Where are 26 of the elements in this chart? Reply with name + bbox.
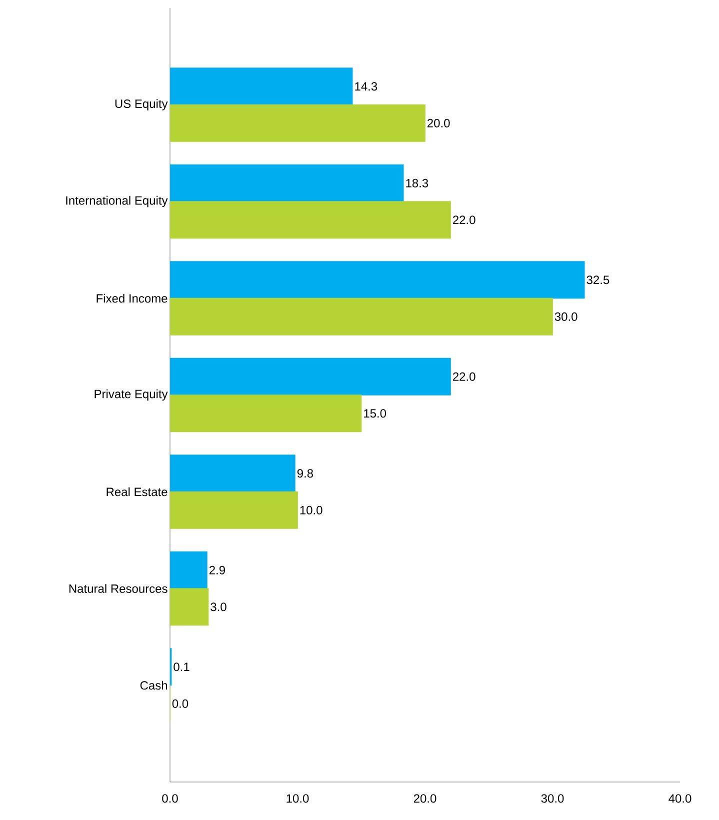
data-label: 0.1 [174,662,190,672]
y-tick-label: Natural Resources [69,584,168,593]
y-tick-label: International Equity [66,196,168,208]
y-tick-label: Fixed Income [96,294,168,303]
data-label: 22.0 [453,372,476,381]
data-label: 15.0 [364,409,386,418]
x-tick-label: 30.0 [541,794,564,803]
data-label: 0.0 [172,699,188,708]
y-tick-label: Cash [140,680,168,690]
data-label: 22.0 [453,216,476,224]
data-label: 3.0 [210,602,226,612]
y-tick-label: US Equity [115,99,168,110]
y-tick-label: Private Equity [94,389,168,401]
y-tick-label: Real Estate [106,487,168,496]
data-label: 2.9 [209,566,225,574]
x-tick-label: 20.0 [414,794,436,803]
data-label: 18.3 [406,178,428,188]
x-tick-label: 40.0 [668,794,692,803]
data-label: 30.0 [554,312,578,321]
x-tick-label: 10.0 [286,794,309,803]
data-label: 32.5 [586,276,610,284]
data-label: 9.8 [297,469,314,478]
data-label: 20.0 [428,118,450,128]
x-tick-label: 0.0 [162,794,178,803]
data-label: 14.3 [355,82,378,91]
data-label: 10.0 [300,506,322,514]
